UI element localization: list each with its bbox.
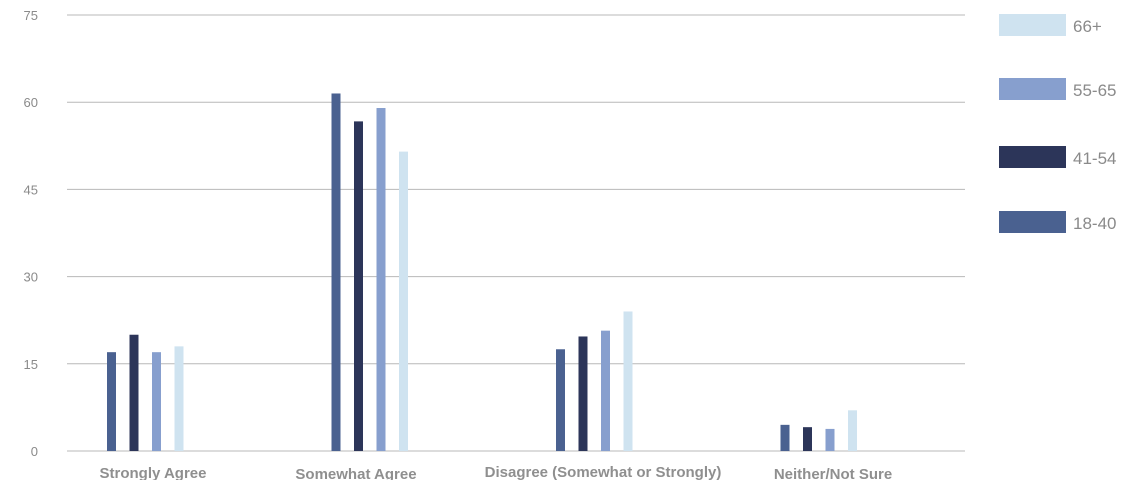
bar <box>556 349 565 451</box>
legend-swatch <box>999 211 1066 233</box>
x-category-label: Strongly Agree <box>100 465 207 480</box>
bar <box>848 410 857 451</box>
legend-swatch <box>999 146 1066 168</box>
bar <box>780 424 790 451</box>
bar <box>174 346 184 451</box>
legend-label: 18-40 <box>1073 214 1116 233</box>
y-tick-label: 75 <box>24 8 38 23</box>
y-axis-ticks: 0 15 30 45 60 75 <box>24 8 38 459</box>
x-axis-categories: Strongly Agree Somewhat Agree Disagree (So… <box>100 464 893 480</box>
y-tick-label: 0 <box>31 444 38 459</box>
bar <box>623 311 633 451</box>
bar <box>803 427 812 451</box>
legend-label: 66+ <box>1073 17 1102 36</box>
bar <box>601 330 610 451</box>
bar <box>107 352 116 451</box>
legend-label: 55-65 <box>1073 81 1116 100</box>
y-tick-label: 30 <box>24 270 38 285</box>
legend: 66+ 55-65 41-54 18-40 <box>999 14 1116 233</box>
y-tick-label: 60 <box>24 95 38 110</box>
bar <box>376 108 386 451</box>
legend-swatch <box>999 78 1066 100</box>
x-category-label: Disagree (Somewhat or Strongly) <box>485 464 722 480</box>
bar <box>129 334 139 451</box>
bars <box>107 93 857 451</box>
bar <box>152 352 161 451</box>
bar <box>825 428 835 451</box>
x-category-label: Somewhat Agree <box>295 466 416 480</box>
gridlines <box>67 14 965 452</box>
legend-swatch <box>999 14 1066 36</box>
bar <box>354 121 363 451</box>
legend-label: 41-54 <box>1073 149 1116 168</box>
bar <box>399 151 408 451</box>
bar <box>331 93 341 451</box>
y-tick-label: 15 <box>24 357 38 372</box>
x-category-label: Neither/Not Sure <box>774 466 892 480</box>
bar <box>578 336 588 451</box>
y-tick-label: 45 <box>24 182 38 197</box>
